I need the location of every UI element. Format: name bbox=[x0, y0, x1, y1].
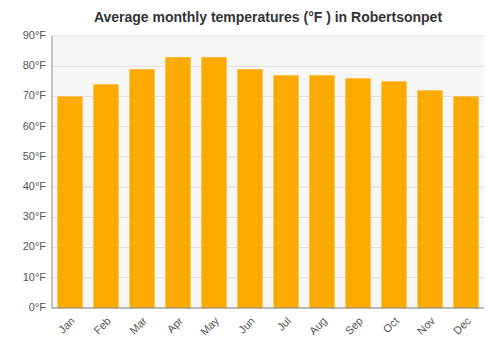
y-tick-label: 30°F bbox=[23, 210, 47, 222]
y-tick-label: 60°F bbox=[23, 120, 47, 132]
y-tick-labels: 0°F 10°F 20°F 30°F 40°F 50°F 60°F 70°F 80°F 90°F bbox=[23, 29, 47, 313]
x-tick-label: Apr bbox=[164, 314, 185, 335]
x-tick-label: Dec bbox=[451, 314, 474, 337]
y-axis-line bbox=[52, 36, 53, 308]
bar bbox=[381, 81, 406, 308]
chart-title: Average monthly temperatures (°F ) in Ro… bbox=[94, 9, 442, 25]
chart-svg: 0°F 10°F 20°F 30°F 40°F 50°F 60°F 70°F 80°F 90°F J… bbox=[0, 0, 500, 350]
y-grid bbox=[52, 36, 484, 308]
x-tick-labels: Jan Feb Mar Apr May Jun Jul Aug Sep Oct Nov Dec bbox=[56, 314, 473, 338]
bars bbox=[57, 57, 478, 308]
x-tick-label: Feb bbox=[91, 315, 113, 337]
bar bbox=[57, 96, 82, 308]
bar bbox=[309, 75, 334, 308]
bar bbox=[273, 75, 298, 308]
x-tick-label: Mar bbox=[127, 314, 149, 336]
grid-line bbox=[52, 308, 484, 309]
chart-container: 0°F 10°F 20°F 30°F 40°F 50°F 60°F 70°F 80°F 90°F J… bbox=[0, 0, 500, 350]
x-tick-label: Jul bbox=[275, 315, 293, 333]
plot-background bbox=[52, 36, 484, 308]
x-tick-label: Oct bbox=[380, 315, 401, 336]
bar bbox=[201, 57, 226, 308]
bar bbox=[417, 90, 442, 308]
x-tick-label: Aug bbox=[307, 315, 329, 337]
grid-line bbox=[52, 36, 484, 37]
y-tick-label: 10°F bbox=[23, 271, 47, 283]
bar bbox=[165, 57, 190, 308]
bar bbox=[345, 78, 370, 308]
y-tick-label: 90°F bbox=[23, 29, 47, 41]
x-tick-label: Sep bbox=[343, 315, 365, 337]
bar bbox=[453, 96, 478, 308]
x-axis-line bbox=[52, 308, 484, 309]
y-tick-label: 50°F bbox=[23, 150, 47, 162]
x-tick-label: Jun bbox=[236, 315, 257, 336]
x-tick-label: Jan bbox=[56, 315, 77, 336]
bar bbox=[93, 84, 118, 308]
y-tick-label: 40°F bbox=[23, 180, 47, 192]
y-tick-label: 20°F bbox=[23, 240, 47, 252]
x-tick-label: Nov bbox=[415, 314, 438, 337]
x-tick-label: May bbox=[198, 314, 222, 338]
grid-line bbox=[52, 66, 484, 67]
y-tick-label: 70°F bbox=[23, 89, 47, 101]
bar bbox=[129, 69, 154, 308]
y-tick-label: 0°F bbox=[29, 301, 47, 313]
bar bbox=[237, 69, 262, 308]
y-tick-label: 80°F bbox=[23, 59, 47, 71]
